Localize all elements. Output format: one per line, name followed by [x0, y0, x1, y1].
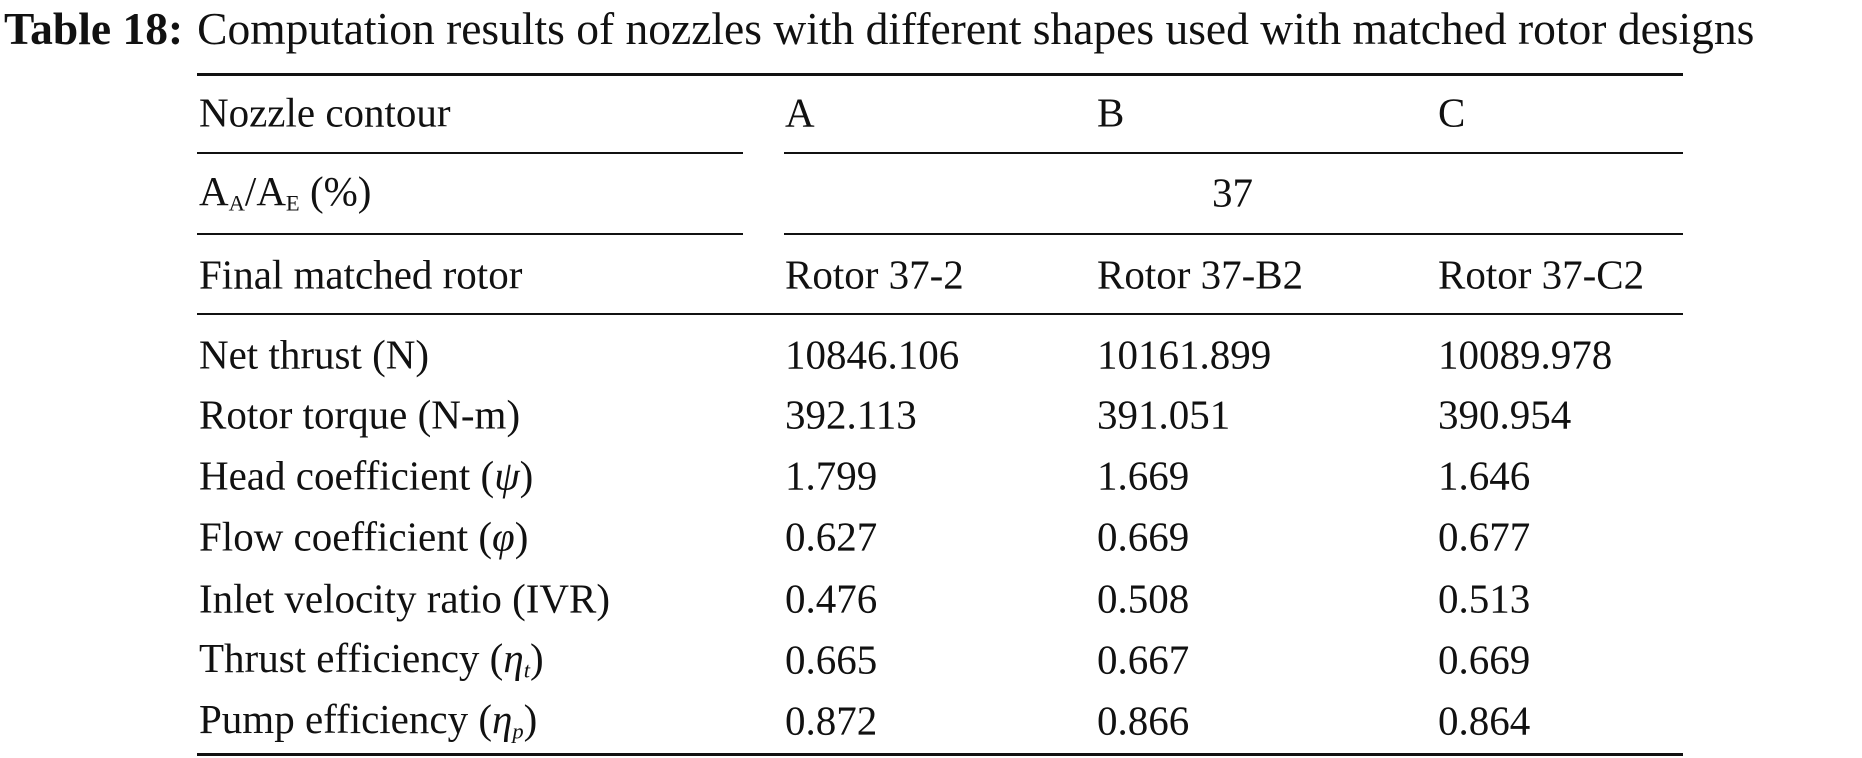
- table-cell: 0.667: [1097, 636, 1190, 683]
- table-cell: 0.677: [1438, 513, 1531, 560]
- rotor-c: Rotor 37-C2: [1438, 251, 1645, 298]
- table-cell: 391.051: [1097, 391, 1231, 438]
- table-cell: 0.513: [1438, 575, 1531, 622]
- header-nozzle-label: Nozzle contour: [199, 89, 451, 136]
- row-label: Rotor torque (N-m): [199, 391, 521, 438]
- row-label: Net thrust (N): [199, 331, 430, 378]
- header-rule: [197, 313, 1683, 315]
- top-rule: [197, 73, 1683, 76]
- rule-left-2: [197, 233, 743, 235]
- header-contour-c: C: [1438, 89, 1466, 136]
- rotor-label: Final matched rotor: [199, 251, 523, 298]
- table-cell: 0.669: [1438, 636, 1531, 683]
- table-caption: Table 18: Computation results of nozzles …: [4, 6, 1754, 52]
- rule-left: [197, 152, 743, 154]
- header-contour-a: A: [785, 89, 815, 136]
- table-cell: 1.669: [1097, 452, 1190, 499]
- table-cell: 10089.978: [1438, 331, 1613, 378]
- row-label: Thrust efficiency (ηt): [199, 634, 544, 683]
- rule-right-2: [784, 233, 1683, 235]
- table-cell: 392.113: [785, 391, 917, 438]
- row-label: Flow coefficient (φ): [199, 513, 529, 560]
- table-cell: 10161.899: [1097, 331, 1272, 378]
- table-cell: 0.669: [1097, 513, 1190, 560]
- table-cell: 1.799: [785, 452, 878, 499]
- row-label: Pump efficiency (ηp): [199, 695, 538, 744]
- table-cell: 0.476: [785, 575, 878, 622]
- row-label: Inlet velocity ratio (IVR): [199, 575, 611, 622]
- area-ratio-label: AA/AE (%): [199, 167, 372, 216]
- rotor-b: Rotor 37-B2: [1097, 251, 1304, 298]
- rule-right: [784, 152, 1683, 154]
- table-cell: 390.954: [1438, 391, 1572, 438]
- caption-text: Computation results of nozzles with diff…: [197, 3, 1755, 54]
- table-cell: 0.665: [785, 636, 878, 683]
- area-ratio-value: 37: [1212, 169, 1253, 216]
- rotor-a: Rotor 37-2: [785, 251, 964, 298]
- table-cell: 1.646: [1438, 452, 1531, 499]
- table-cell: 0.864: [1438, 697, 1531, 744]
- table-number: Table 18:: [4, 3, 184, 54]
- table-cell: 0.627: [785, 513, 878, 560]
- table-cell: 0.866: [1097, 697, 1190, 744]
- table-cell: 0.872: [785, 697, 878, 744]
- bottom-rule: [197, 753, 1683, 756]
- row-label: Head coefficient (ψ): [199, 452, 534, 499]
- table-cell: 10846.106: [785, 331, 960, 378]
- table-cell: 0.508: [1097, 575, 1190, 622]
- header-contour-b: B: [1097, 89, 1125, 136]
